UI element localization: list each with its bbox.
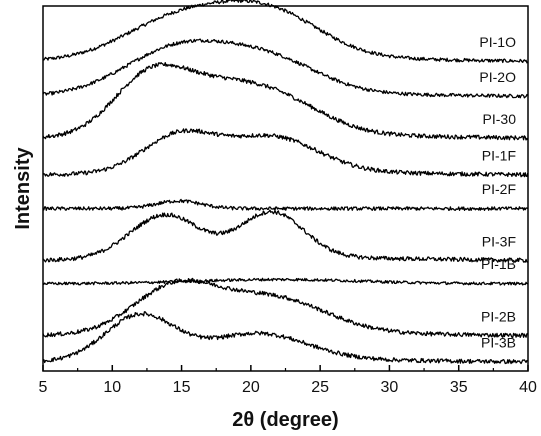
series-label: PI-30 [483,111,517,127]
series-line [42,128,529,178]
series-labels: PI-1O PI-2O PI-30 PI-1F PI-2F PI-3F PI-1B PI-2B… [479,34,516,350]
x-tick-label: 40 [519,379,537,396]
series-line [42,277,528,286]
series-line [42,198,529,211]
series-label: PI-2B [481,308,516,324]
y-axis-title: Intensity [12,147,34,230]
x-tick-label: 20 [242,379,260,396]
x-tick-label: 35 [450,379,468,396]
x-tick-label: 15 [173,379,191,396]
series-label: PI-1F [482,148,516,164]
series-label: PI-3F [482,233,516,249]
series-line [42,311,529,365]
x-axis-ticks: 5 10 15 20 25 30 35 40 [39,365,537,396]
series-label: PI-2O [479,69,516,85]
series-label: PI-1O [479,34,516,50]
series-line [42,277,528,338]
series-label: PI-1B [481,256,516,272]
series-line [42,209,528,263]
series-label: PI-3B [481,335,516,351]
series-line [42,0,529,64]
x-tick-label: 10 [103,379,121,396]
x-tick-label: 5 [39,379,48,396]
series-line [42,62,529,141]
x-tick-label: 30 [381,379,399,396]
series-line [42,38,529,99]
x-tick-label: 25 [311,379,329,396]
series-lines [42,0,529,365]
series-label: PI-2F [482,181,516,197]
x-axis-title: 2θ (degree) [232,409,338,431]
